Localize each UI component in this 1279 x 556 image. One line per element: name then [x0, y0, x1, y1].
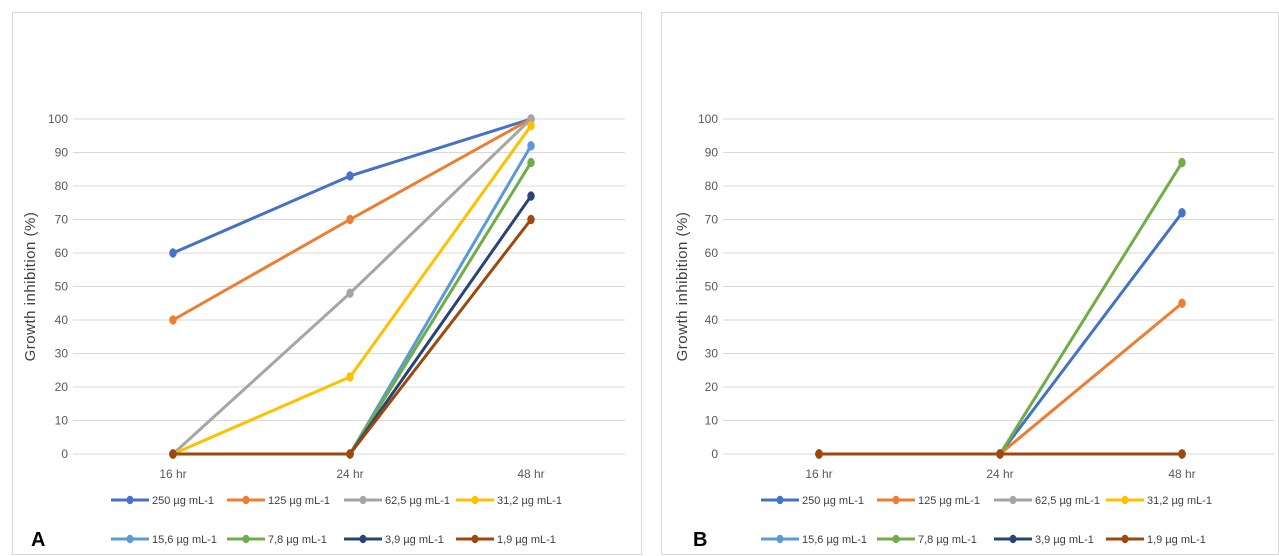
y-tick-label: 10	[55, 414, 69, 428]
y-tick-label: 30	[705, 347, 719, 361]
y-tick-label: 90	[55, 146, 69, 160]
legend-label: 3,9 µg mL-1	[1035, 534, 1094, 546]
y-tick-label: 80	[55, 179, 69, 193]
y-axis-title: Growth inhibition (%)	[674, 212, 691, 362]
y-tick-label: 10	[705, 414, 719, 428]
series-line	[173, 218, 533, 456]
series-line	[173, 161, 533, 456]
y-tick-label: 80	[705, 179, 719, 193]
chart-panel-b: 0 10 20 30 40 50 60 70 80 90 100 Growth inhibition …	[661, 12, 1279, 555]
data-point	[346, 288, 354, 298]
series-line	[819, 302, 1183, 456]
legend-label: 15,6 µg mL-1	[152, 534, 217, 546]
series-line	[819, 161, 1184, 456]
legend-label: 31,2 µg mL-1	[1147, 495, 1212, 507]
legend-marker	[242, 534, 250, 544]
panel-label: B	[693, 529, 707, 551]
legend-marker	[359, 495, 367, 505]
legend-label: 62,5 µg mL-1	[1035, 495, 1100, 507]
legend-marker	[359, 534, 367, 544]
data-point	[1178, 449, 1186, 459]
y-tick-label: 50	[705, 280, 719, 294]
data-point	[1178, 298, 1186, 308]
data-point	[346, 171, 354, 181]
legend-label: 250 µg mL-1	[802, 495, 864, 507]
data-point	[527, 120, 535, 131]
legend-marker	[471, 495, 479, 505]
data-point	[996, 449, 1004, 459]
data-point	[346, 449, 354, 459]
y-tick-label: 0	[61, 447, 68, 461]
x-tick-label: 48 hr	[1168, 467, 1195, 481]
legend-label: 125 µg mL-1	[268, 495, 330, 507]
legend-label: 7,8 µg mL-1	[268, 534, 327, 546]
data-point	[527, 157, 535, 168]
data-point	[1178, 208, 1186, 218]
y-tick-label: 90	[705, 146, 719, 160]
legend-marker	[126, 534, 134, 544]
x-tick-label: 24 hr	[986, 467, 1013, 481]
y-tick-label: 0	[711, 447, 718, 461]
y-tick-label: 100	[48, 112, 68, 126]
y-tick-label: 50	[55, 280, 69, 294]
data-point	[527, 214, 535, 225]
legend-label: 1,9 µg mL-1	[497, 534, 556, 546]
y-tick-label: 70	[55, 213, 69, 227]
x-tick-label: 24 hr	[336, 467, 363, 481]
panel-label: A	[31, 529, 45, 551]
legend-marker	[776, 534, 784, 544]
legend-marker	[471, 534, 479, 544]
legend-marker	[776, 495, 784, 505]
legend-label: 15,6 µg mL-1	[802, 534, 867, 546]
y-tick-label: 70	[705, 213, 719, 227]
data-point	[815, 449, 823, 459]
legend-marker	[1121, 495, 1129, 505]
x-tick-label: 48 hr	[517, 467, 544, 481]
data-point	[346, 372, 354, 382]
x-tick-label: 16 hr	[159, 467, 186, 481]
legend-marker	[892, 495, 900, 505]
legend-label: 31,2 µg mL-1	[497, 495, 562, 507]
chart-a-svg: 0 10 20 30 40 50 60 70 80 90 100 Growth inhibition …	[22, 112, 625, 551]
x-tick-label: 16 hr	[805, 467, 832, 481]
data-point	[527, 191, 535, 201]
series-line	[173, 145, 533, 456]
data-point	[346, 214, 354, 225]
y-tick-label: 30	[55, 347, 69, 361]
legend-label: 62,5 µg mL-1	[385, 495, 450, 507]
legend-marker	[892, 534, 900, 544]
y-tick-label: 20	[55, 380, 69, 394]
legend-label: 125 µg mL-1	[918, 495, 980, 507]
legend-marker	[1009, 534, 1017, 544]
legend-marker	[242, 495, 250, 505]
legend-label: 3,9 µg mL-1	[385, 534, 444, 546]
data-point	[1178, 157, 1186, 168]
chart-panel-a: 0 10 20 30 40 50 60 70 80 90 100 Growth inhibition …	[12, 12, 642, 555]
legend-marker	[1121, 534, 1129, 544]
y-tick-label: 100	[698, 112, 718, 126]
y-axis-title: Growth inhibition (%)	[22, 212, 39, 362]
legend-label: 1,9 µg mL-1	[1147, 534, 1206, 546]
data-point	[169, 315, 177, 325]
y-tick-label: 20	[705, 380, 719, 394]
y-tick-label: 60	[55, 246, 69, 260]
y-tick-label: 60	[705, 246, 719, 260]
data-point	[169, 449, 177, 459]
y-tick-label: 40	[705, 313, 719, 327]
y-tick-label: 40	[55, 313, 69, 327]
legend-label: 250 µg mL-1	[152, 495, 214, 507]
legend-marker	[126, 495, 134, 505]
chart-b-svg: 0 10 20 30 40 50 60 70 80 90 100 Growth inhibition …	[674, 112, 1274, 551]
data-point	[527, 141, 535, 151]
legend-marker	[1009, 495, 1017, 505]
data-point	[169, 248, 177, 258]
legend-label: 7,8 µg mL-1	[918, 534, 977, 546]
